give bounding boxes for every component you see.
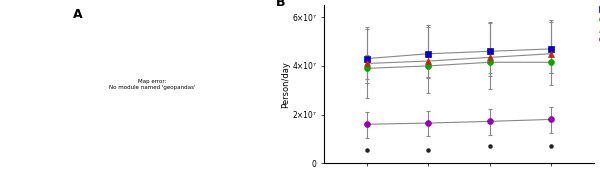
Northeast <box>424 65 433 67</box>
Text: A: A <box>73 8 83 21</box>
Point <box>362 148 372 151</box>
West <box>362 123 372 126</box>
South <box>485 56 494 59</box>
South <box>546 52 556 55</box>
Midwest <box>362 57 372 60</box>
Midwest <box>485 50 494 53</box>
Y-axis label: Person/day: Person/day <box>281 61 290 108</box>
Northeast <box>485 61 494 64</box>
Northeast <box>362 67 372 70</box>
Point <box>424 148 433 151</box>
Midwest <box>424 52 433 55</box>
South <box>362 62 372 65</box>
Point <box>485 145 494 148</box>
Point <box>546 145 556 148</box>
Legend: Midwest, Northeast, South, West: Midwest, Northeast, South, West <box>598 5 600 42</box>
Northeast <box>546 61 556 64</box>
West <box>424 122 433 124</box>
West <box>485 120 494 123</box>
Text: B: B <box>275 0 285 9</box>
West <box>546 118 556 121</box>
Midwest <box>546 48 556 50</box>
Text: Map error:
No module named 'geopandas': Map error: No module named 'geopandas' <box>109 79 196 90</box>
South <box>424 60 433 62</box>
